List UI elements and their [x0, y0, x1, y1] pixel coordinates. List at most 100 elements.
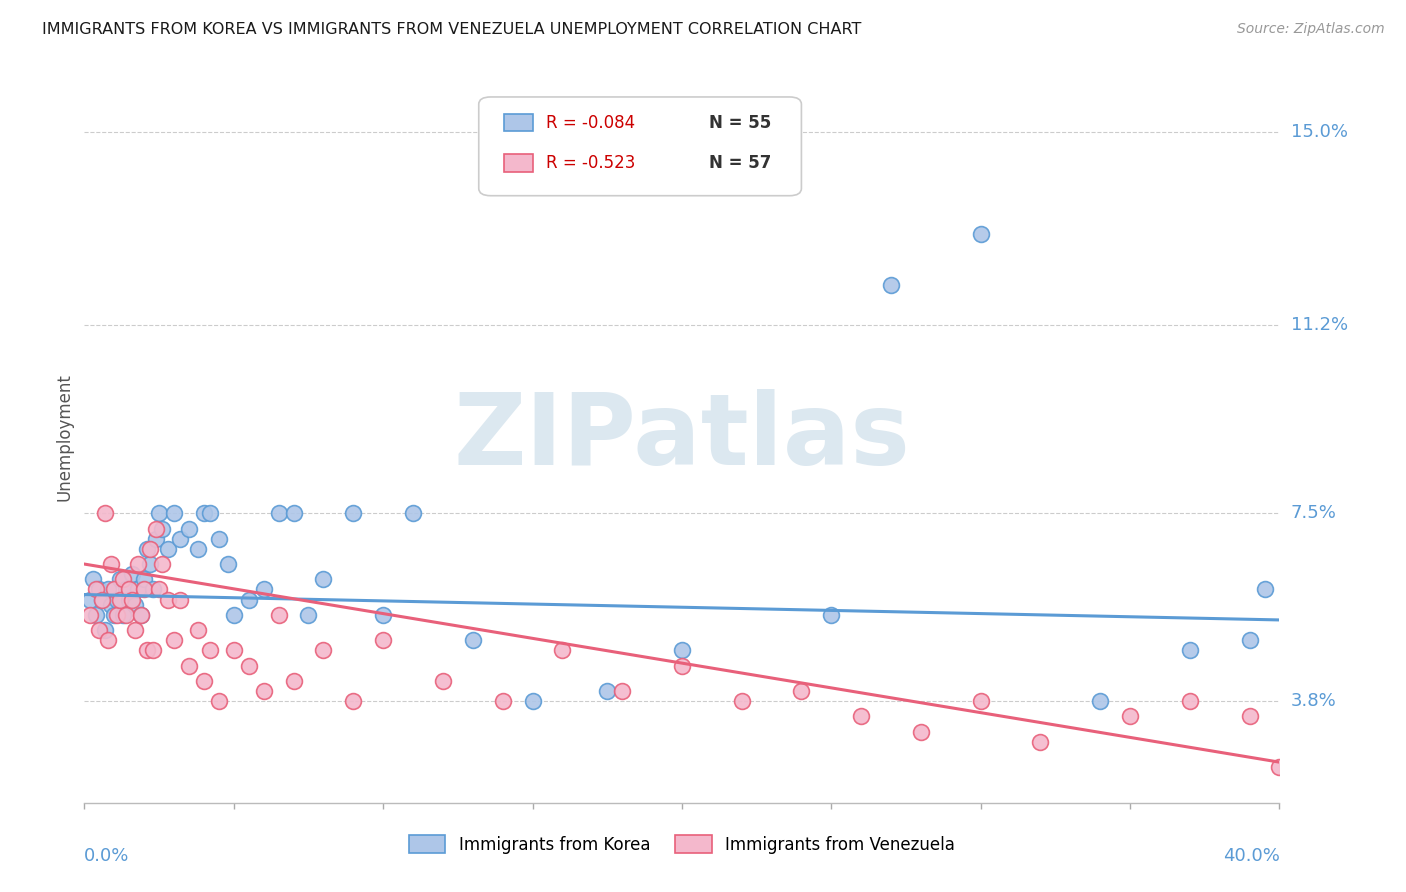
Point — [94, 623, 117, 637]
Point — [522, 694, 544, 708]
Point — [86, 582, 108, 597]
Point — [1253, 582, 1275, 597]
Point — [79, 592, 101, 607]
Point — [208, 694, 231, 708]
Point — [169, 532, 191, 546]
Text: 3.8%: 3.8% — [1291, 692, 1336, 710]
Point — [551, 643, 574, 657]
Point — [105, 592, 128, 607]
Point — [820, 607, 842, 622]
Point — [1268, 760, 1291, 774]
Point — [177, 521, 200, 535]
FancyBboxPatch shape — [503, 114, 533, 131]
Point — [86, 607, 108, 622]
Point — [129, 607, 152, 622]
Point — [208, 532, 231, 546]
Point — [671, 658, 693, 673]
Point — [132, 572, 156, 586]
Point — [124, 623, 146, 637]
Point — [267, 607, 290, 622]
Point — [198, 643, 221, 657]
Point — [89, 623, 111, 637]
Point — [910, 724, 932, 739]
Point — [112, 607, 135, 622]
Point — [187, 623, 209, 637]
Point — [283, 506, 305, 520]
Point — [139, 557, 162, 571]
Point — [198, 506, 221, 520]
Point — [217, 557, 239, 571]
Point — [142, 582, 165, 597]
Legend: Immigrants from Korea, Immigrants from Venezuela: Immigrants from Korea, Immigrants from V… — [402, 829, 962, 860]
Point — [432, 673, 454, 688]
Point — [103, 607, 125, 622]
Text: Source: ZipAtlas.com: Source: ZipAtlas.com — [1237, 22, 1385, 37]
Point — [731, 694, 754, 708]
Point — [142, 643, 165, 657]
Point — [132, 582, 156, 597]
Point — [100, 598, 122, 612]
Point — [177, 658, 200, 673]
Point — [283, 673, 305, 688]
Point — [145, 532, 167, 546]
Point — [127, 557, 149, 571]
Point — [150, 557, 173, 571]
Point — [1029, 735, 1052, 749]
Point — [1239, 633, 1261, 648]
Text: R = -0.523: R = -0.523 — [546, 153, 636, 172]
Point — [124, 598, 146, 612]
Point — [851, 709, 873, 723]
Point — [121, 567, 143, 582]
Point — [671, 643, 693, 657]
Point — [342, 694, 364, 708]
Y-axis label: Unemployment: Unemployment — [55, 373, 73, 501]
Point — [139, 541, 162, 556]
Text: 0.0%: 0.0% — [84, 847, 129, 864]
Text: IMMIGRANTS FROM KOREA VS IMMIGRANTS FROM VENEZUELA UNEMPLOYMENT CORRELATION CHAR: IMMIGRANTS FROM KOREA VS IMMIGRANTS FROM… — [42, 22, 862, 37]
Point — [238, 592, 260, 607]
Point — [163, 506, 186, 520]
Point — [1178, 643, 1201, 657]
Point — [612, 684, 634, 698]
Point — [402, 506, 425, 520]
Point — [136, 643, 159, 657]
Point — [1239, 709, 1261, 723]
Point — [193, 673, 215, 688]
Point — [127, 582, 149, 597]
Point — [115, 607, 138, 622]
Text: 40.0%: 40.0% — [1223, 847, 1279, 864]
Point — [222, 607, 245, 622]
Point — [312, 572, 335, 586]
Point — [238, 658, 260, 673]
FancyBboxPatch shape — [479, 97, 801, 195]
Point — [157, 592, 180, 607]
Point — [91, 592, 114, 607]
Point — [373, 607, 395, 622]
Point — [193, 506, 215, 520]
Point — [253, 684, 276, 698]
Point — [148, 506, 170, 520]
Point — [267, 506, 290, 520]
Point — [187, 541, 209, 556]
Point — [150, 521, 173, 535]
Point — [100, 557, 122, 571]
Point — [970, 227, 993, 241]
Text: 11.2%: 11.2% — [1291, 317, 1348, 334]
Point — [1090, 694, 1112, 708]
Point — [790, 684, 813, 698]
Point — [94, 506, 117, 520]
Point — [461, 633, 484, 648]
Point — [97, 582, 120, 597]
Point — [110, 592, 132, 607]
Point — [169, 592, 191, 607]
Point — [297, 607, 319, 622]
Point — [118, 592, 141, 607]
FancyBboxPatch shape — [503, 154, 533, 171]
Point — [115, 582, 138, 597]
Point — [163, 633, 186, 648]
Point — [110, 572, 132, 586]
Text: ZIPatlas: ZIPatlas — [454, 389, 910, 485]
Text: 7.5%: 7.5% — [1291, 504, 1337, 523]
Point — [157, 541, 180, 556]
Point — [253, 582, 276, 597]
